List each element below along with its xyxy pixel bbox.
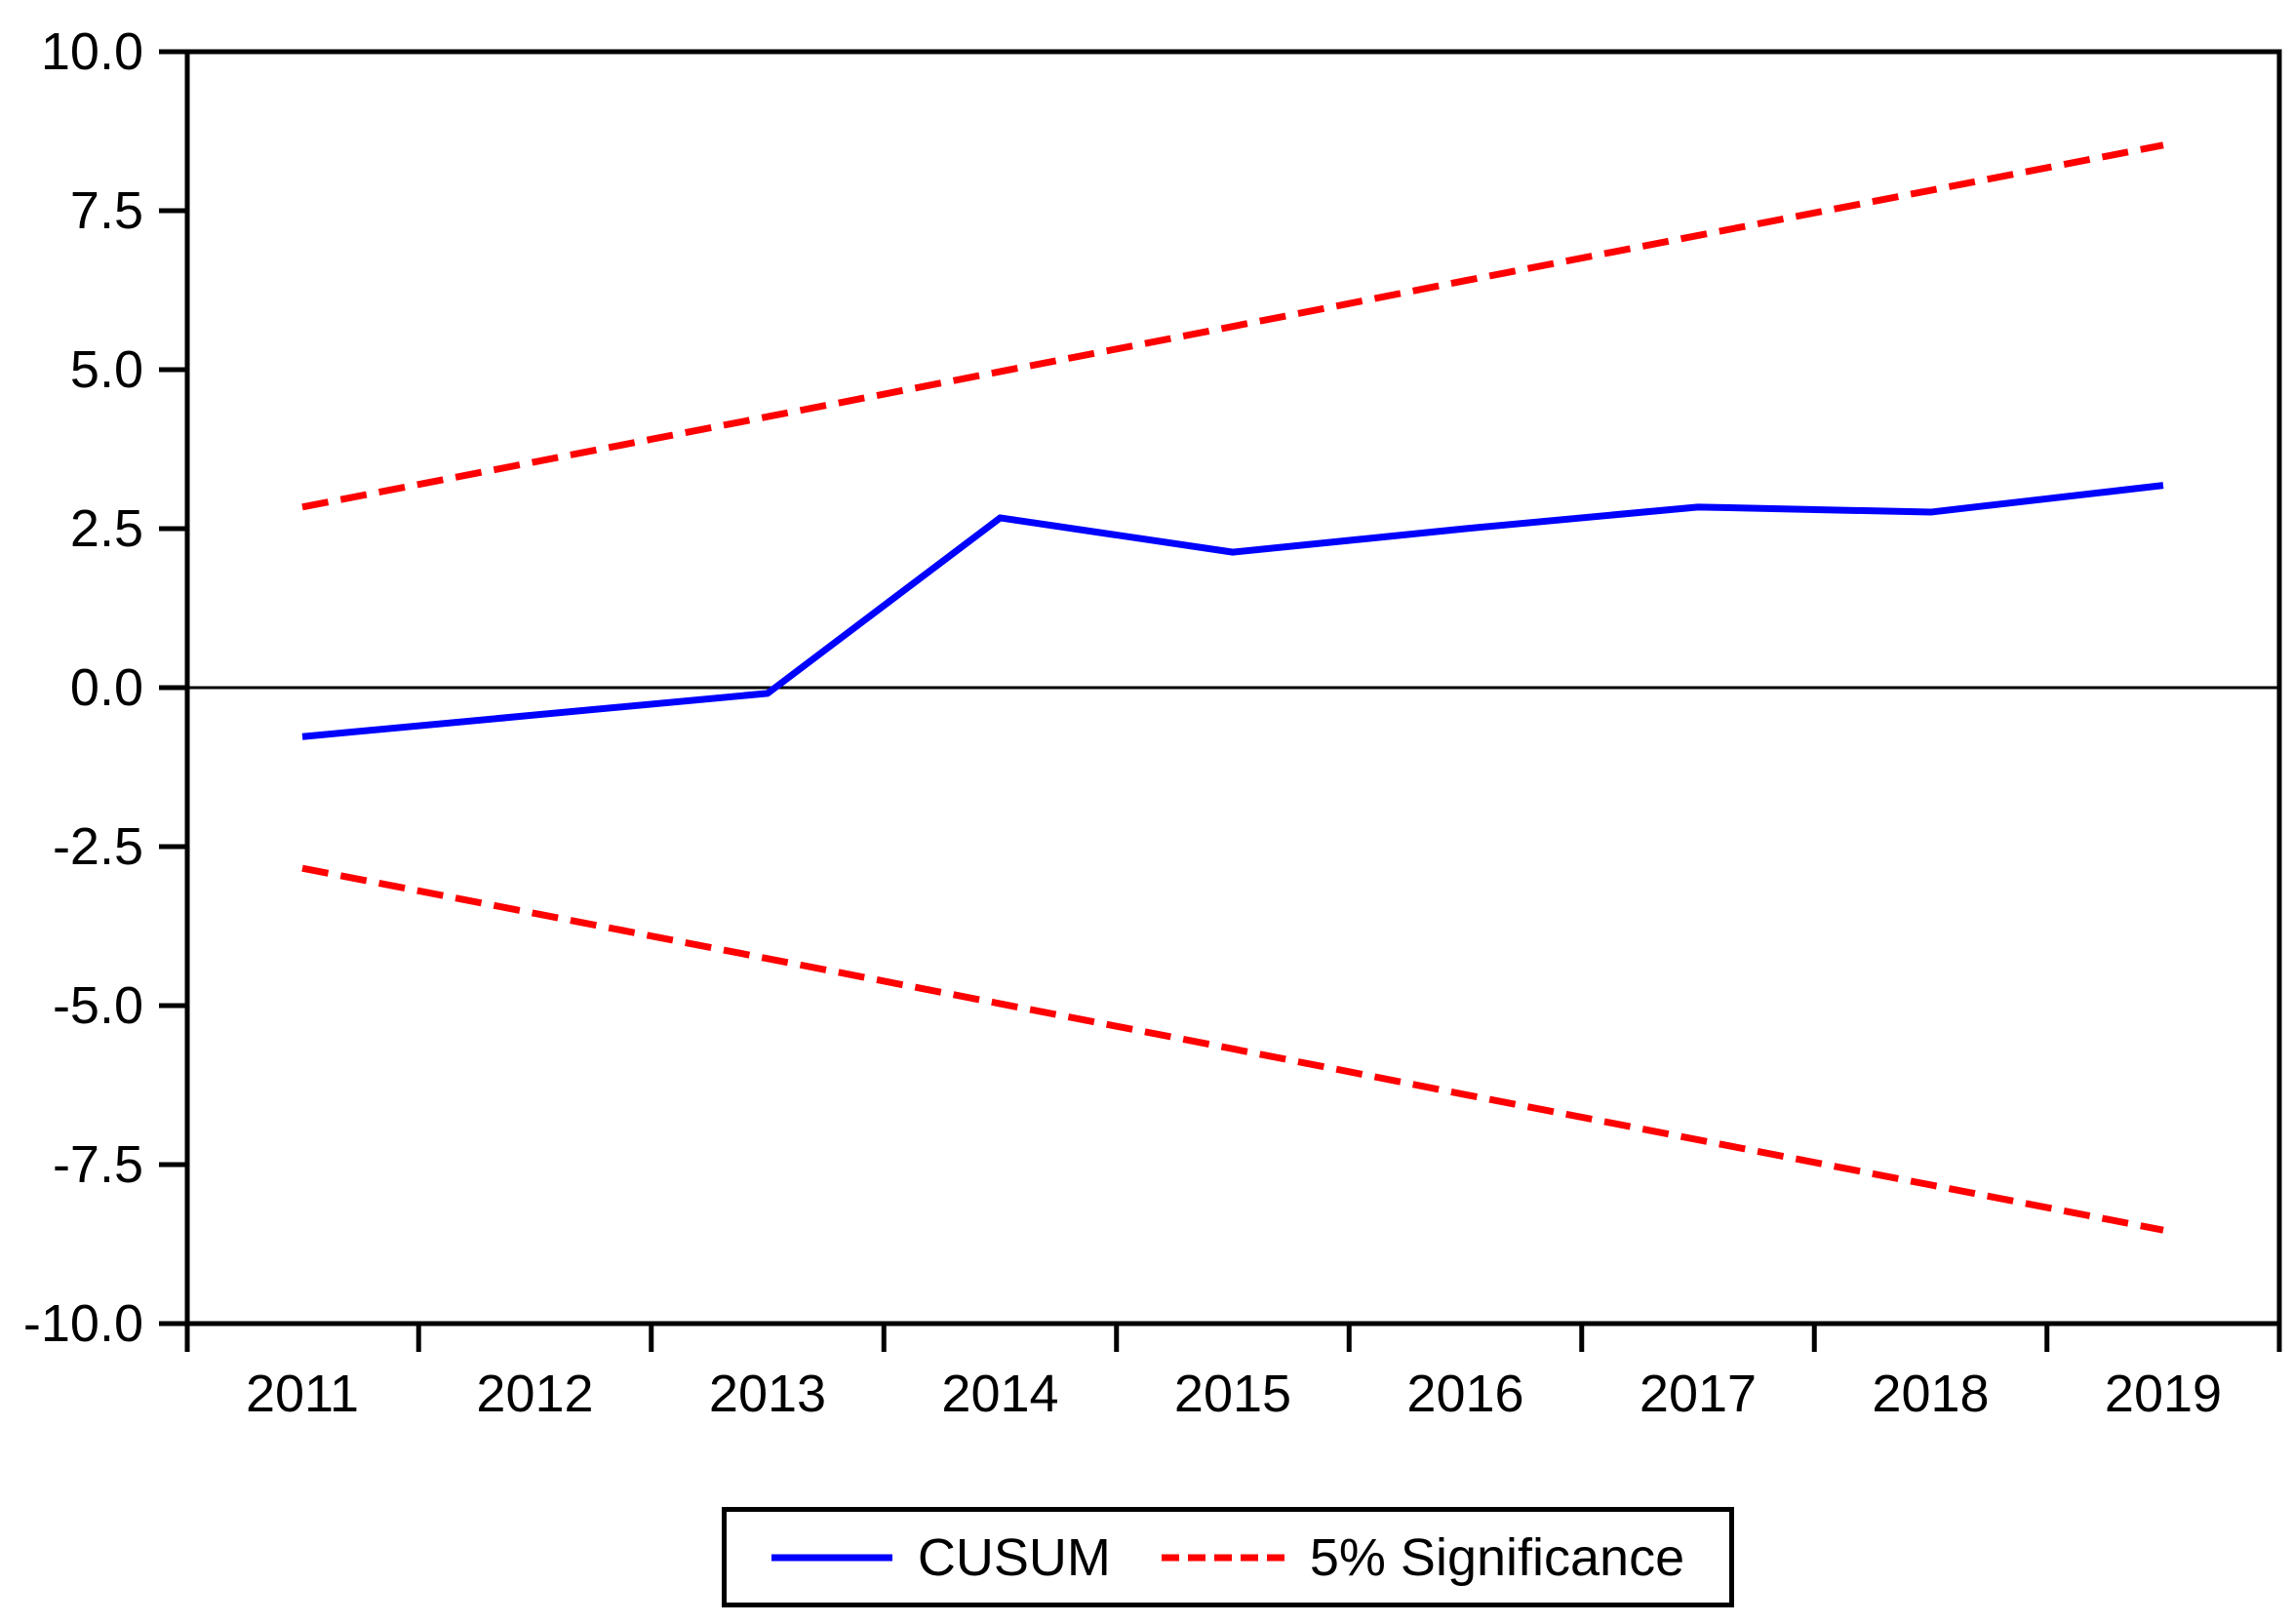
y-tick-label: -2.5 xyxy=(52,817,143,876)
legend-item-cusum: CUSUM xyxy=(771,1528,1111,1587)
y-tick-label: 0.0 xyxy=(69,658,143,717)
cusum-line xyxy=(301,482,2164,740)
x-tick-label: 2017 xyxy=(1639,1365,1758,1423)
y-tick-label: 5.0 xyxy=(69,340,143,399)
significance-lower-line xyxy=(301,864,2164,1234)
legend: CUSUM 5% Significance xyxy=(722,1507,1734,1607)
y-tick-label: 10.0 xyxy=(40,22,143,81)
legend-cusum-swatch xyxy=(771,1554,892,1561)
x-tick-label: 2013 xyxy=(708,1365,827,1423)
x-tick-label: 2014 xyxy=(941,1365,1059,1423)
x-tick-label: 2016 xyxy=(1406,1365,1524,1423)
x-tick-label: 2018 xyxy=(1872,1365,1990,1423)
y-tick-label: -7.5 xyxy=(52,1135,143,1194)
x-tick-label: 2011 xyxy=(245,1365,360,1423)
x-tick-label: 2019 xyxy=(2104,1365,2223,1423)
legend-cusum-label: CUSUM xyxy=(917,1527,1111,1587)
y-tick-label: -5.0 xyxy=(52,976,143,1035)
x-tick-label: 2012 xyxy=(476,1365,594,1423)
significance-upper-line xyxy=(301,141,2164,511)
legend-significance-swatch xyxy=(1161,1554,1284,1561)
y-tick-label: 2.5 xyxy=(69,499,143,558)
legend-item-significance: 5% Significance xyxy=(1161,1527,1685,1587)
x-tick-label: 2015 xyxy=(1173,1365,1292,1423)
y-tick-label: 7.5 xyxy=(69,181,143,240)
y-tick-label: -10.0 xyxy=(22,1294,143,1353)
legend-significance-label: 5% Significance xyxy=(1309,1527,1685,1587)
